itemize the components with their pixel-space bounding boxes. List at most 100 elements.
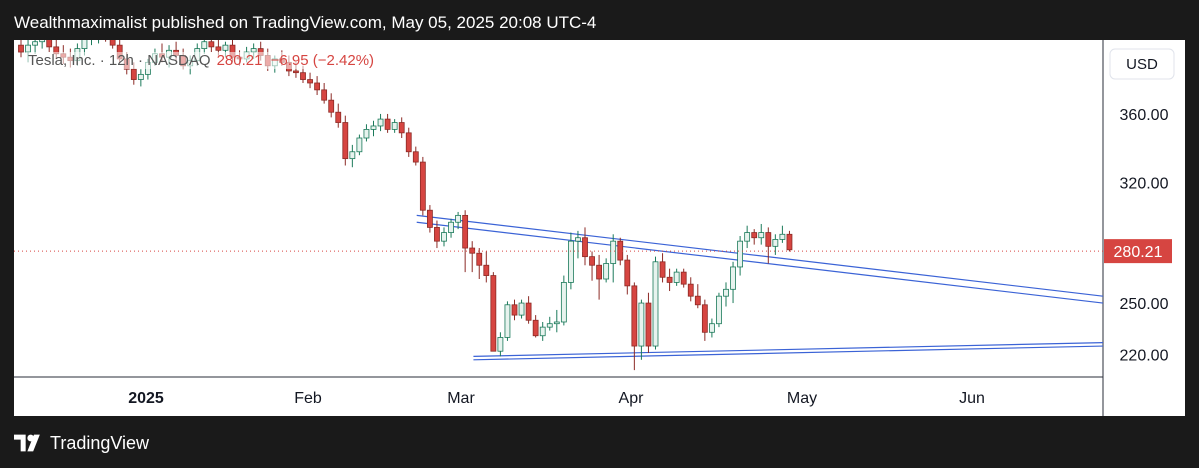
time-axis-ticks: 2025 Feb Mar Apr May Jun: [128, 390, 985, 407]
candle-body-up: [518, 302, 525, 316]
candle: [589, 251, 595, 281]
candle-body-down: [215, 46, 222, 51]
candle-body-up: [455, 214, 462, 223]
candle: [560, 275, 567, 326]
candle: [137, 69, 144, 87]
candle-body-down: [405, 132, 412, 153]
footer[interactable]: TradingView: [14, 430, 149, 456]
candle-body-up: [716, 295, 722, 325]
candle-body-down: [130, 68, 137, 80]
candle: [596, 254, 602, 300]
candle: [737, 236, 743, 276]
candle-body-up: [575, 237, 581, 242]
candle: [758, 223, 765, 245]
candle: [532, 315, 539, 338]
candle-body-down: [659, 261, 666, 278]
candle-body-up: [779, 233, 786, 240]
candle: [448, 218, 454, 238]
lower-trendline-inner[interactable]: [473, 345, 1104, 361]
candle-body-up: [497, 337, 504, 352]
tradingview-brand[interactable]: TradingView: [50, 432, 150, 453]
candle: [709, 318, 715, 338]
upper-trendline-inner[interactable]: [416, 221, 1104, 304]
price-tick-label: 360.00: [1120, 107, 1169, 124]
candle: [321, 82, 328, 104]
candle-body-down: [483, 264, 490, 276]
time-tick-label: 2025: [128, 390, 164, 407]
tradingview-logo-icon: [14, 434, 40, 452]
candle-body-up: [539, 326, 546, 337]
candle-body-down: [426, 209, 433, 228]
candle: [201, 40, 208, 54]
candle: [469, 241, 476, 273]
symbol-label[interactable]: Tesla, Inc. · 12h · NASDAQ: [28, 52, 211, 69]
candle: [370, 120, 377, 137]
candle-body-down: [109, 40, 116, 46]
lower-trendline-outer[interactable]: [473, 342, 1104, 357]
candle-body-up: [137, 73, 144, 80]
candle-body-down: [511, 304, 518, 316]
candle-body-up: [81, 40, 88, 49]
symbol-legend[interactable]: Tesla, Inc. · 12h · NASDAQ 280.21 −6.95 (…: [26, 52, 377, 69]
candle: [610, 234, 617, 283]
candle: [568, 232, 574, 290]
candle: [786, 230, 793, 252]
upper-trendline-outer[interactable]: [416, 214, 1104, 297]
candle: [91, 40, 92, 46]
candle-body-down: [321, 89, 328, 101]
candle: [384, 113, 391, 133]
candle-body-down: [751, 232, 758, 239]
candle: [546, 316, 553, 331]
candle-body-up: [370, 125, 377, 130]
candle: [356, 134, 363, 156]
candle: [398, 117, 405, 139]
candle: [363, 124, 370, 142]
candle-body-up: [772, 239, 779, 247]
candle-body-up: [730, 266, 736, 290]
candle: [497, 332, 504, 357]
candle-body-down: [631, 285, 638, 347]
candle-body-down: [398, 122, 405, 134]
candle: [335, 103, 342, 128]
candle-body-up: [744, 232, 751, 242]
candle-body-up: [448, 221, 454, 233]
last-price-badge: 280.21: [1104, 239, 1172, 264]
candle: [504, 301, 511, 341]
candle-body-up: [201, 41, 208, 49]
candle: [511, 299, 518, 321]
candle: [723, 282, 729, 307]
candle-body-down: [335, 111, 342, 123]
candle-body-up: [560, 282, 567, 323]
candle: [46, 40, 53, 53]
candle: [32, 40, 39, 54]
price-tick-label: 320.00: [1120, 176, 1169, 193]
candle: [455, 211, 462, 230]
currency-button[interactable]: USD: [1109, 48, 1175, 80]
candle: [314, 76, 321, 96]
candle-body-down: [293, 70, 299, 74]
candle: [694, 284, 701, 309]
candle-body-down: [694, 295, 701, 306]
candle-body-up: [441, 232, 447, 242]
candle-body-down: [328, 99, 335, 113]
candle: [377, 113, 384, 132]
candle: [673, 268, 680, 286]
candle: [624, 254, 631, 295]
time-tick-label: Mar: [447, 390, 475, 407]
currency-label[interactable]: USD: [1126, 56, 1158, 73]
candle-body-up: [25, 44, 31, 53]
candle: [744, 225, 751, 249]
time-tick-label: Jun: [959, 390, 985, 407]
candle: [716, 292, 722, 328]
candle-body-down: [18, 44, 24, 53]
candle-body-down: [462, 214, 469, 249]
candle-body-up: [32, 41, 39, 46]
candle: [666, 268, 673, 292]
candle-body-up: [349, 151, 356, 160]
candle: [659, 253, 666, 283]
currency-button-bg[interactable]: [1109, 48, 1175, 80]
candle: [328, 93, 335, 118]
candle: [342, 115, 349, 166]
